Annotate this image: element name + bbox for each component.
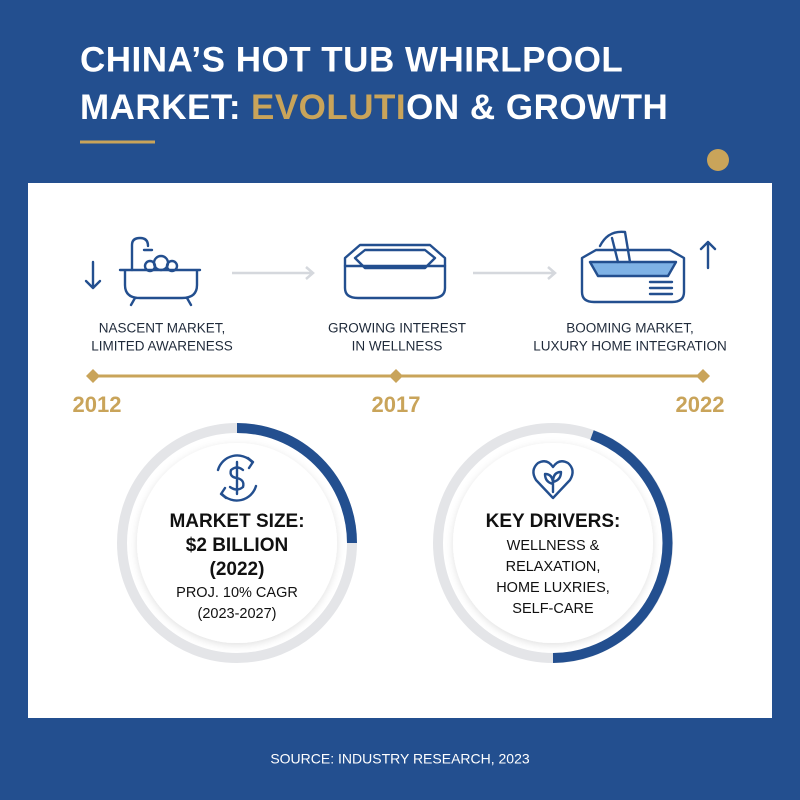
year-label: 2012 <box>73 392 122 417</box>
stage-label: NASCENT MARKET, <box>99 321 226 336</box>
up-arrow <box>699 240 717 270</box>
sprout <box>543 470 563 494</box>
stage-label: GROWING INTEREST <box>328 321 466 336</box>
year-label: 2022 <box>676 392 725 417</box>
heart <box>532 460 574 500</box>
ring-accent <box>552 430 673 663</box>
year-label: 2017 <box>372 392 421 417</box>
stage-label: IN WELLNESS <box>352 339 443 354</box>
tub-outline <box>343 243 447 300</box>
timeline-marker <box>696 369 710 383</box>
waterfall <box>598 230 632 264</box>
title-part: MARKET: <box>80 88 241 127</box>
card <box>453 443 653 643</box>
card <box>137 443 337 643</box>
heart-icon <box>532 460 574 500</box>
luxury-tub-icon <box>580 230 686 304</box>
hot-tub-icon <box>343 243 447 300</box>
card-detail: (2023-2027) <box>198 606 277 622</box>
gold-dot <box>707 149 729 171</box>
arrow-path <box>232 266 315 280</box>
cycle-arrows <box>216 454 258 502</box>
stage-label: LUXURY HOME INTEGRATION <box>533 339 727 354</box>
dollar-icon <box>216 454 258 502</box>
title-highlight: EVOLUTI <box>251 88 406 127</box>
arrow-path <box>699 240 717 270</box>
ring-accent <box>236 423 357 544</box>
title-part: ON & GROWTH <box>406 88 668 127</box>
source: SOURCE: INDUSTRY RESEARCH, 2023 <box>270 751 530 767</box>
card-heading: MARKET SIZE: <box>169 511 304 532</box>
card-detail: PROJ. 10% CAGR <box>176 585 298 601</box>
arrow-path <box>84 260 102 290</box>
card-detail: WELLNESS & <box>507 538 600 554</box>
vents <box>648 280 674 296</box>
timeline-marker <box>86 369 100 383</box>
title-line: MARKET: EVOLUTION & GROWTH <box>80 88 668 127</box>
card-heading: KEY DRIVERS: <box>486 511 621 532</box>
title-line: CHINA’S HOT TUB WHIRLPOOL <box>80 40 623 79</box>
tub-inner <box>353 248 437 270</box>
bubble <box>165 259 179 273</box>
shower-path <box>130 236 154 272</box>
grey-arrow <box>473 266 557 280</box>
card-detail: HOME LUXRIES, <box>496 580 610 596</box>
tub-outline <box>580 248 686 304</box>
card-heading: (2022) <box>210 559 265 580</box>
dollar-sign <box>228 460 245 496</box>
stage-label: LIMITED AWARENESS <box>91 339 233 354</box>
card-detail: SELF-CARE <box>512 601 594 617</box>
arrow-path <box>473 266 557 280</box>
card-detail: RELAXATION, <box>506 559 601 575</box>
down-arrow <box>84 260 102 290</box>
bathtub-icon <box>118 236 202 307</box>
stage-label: BOOMING MARKET, <box>566 321 694 336</box>
timeline-marker <box>389 369 403 383</box>
grey-arrow <box>232 266 315 280</box>
water <box>588 260 678 278</box>
card-heading: $2 BILLION <box>186 535 288 556</box>
